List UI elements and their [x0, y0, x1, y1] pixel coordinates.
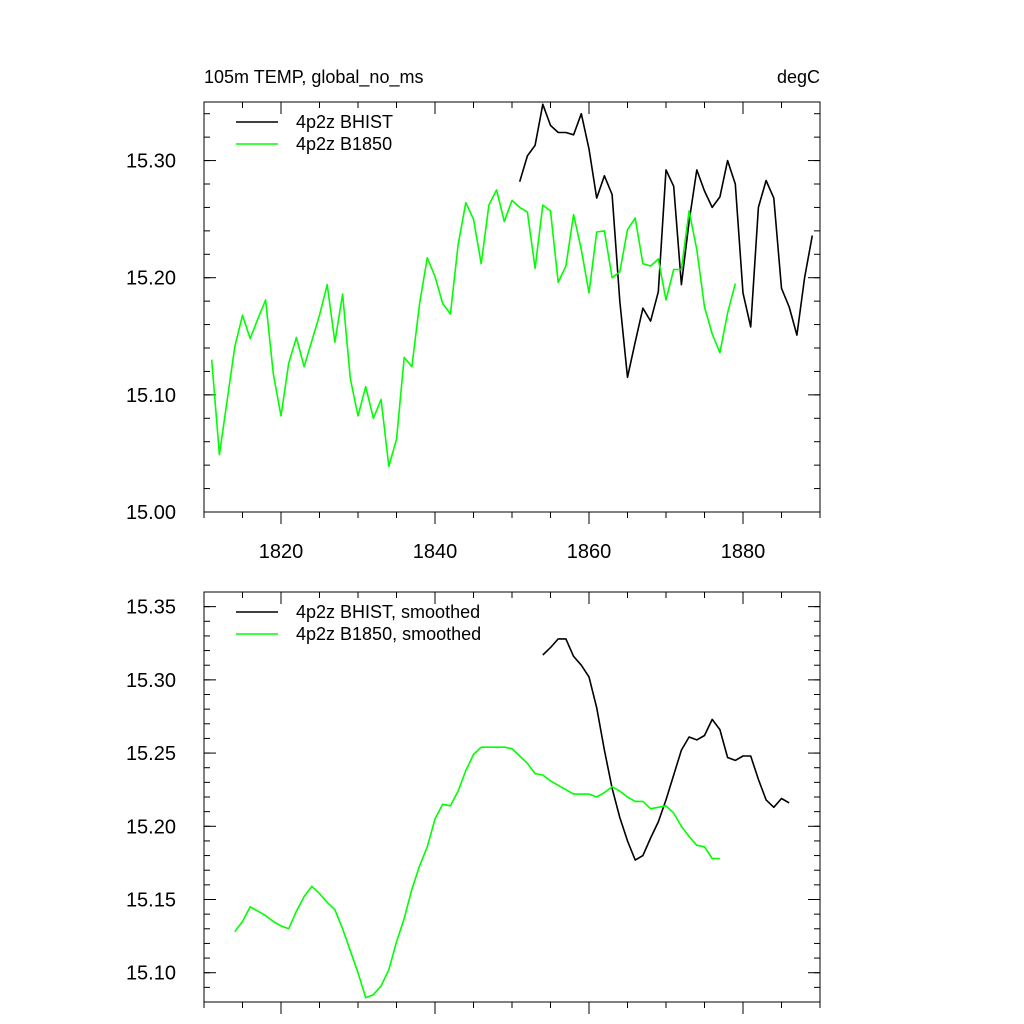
y-tick-label: 15.00 — [126, 502, 176, 524]
top-panel: 105m TEMP, global_no_ms degC 15.00 15.10 1… — [126, 67, 821, 563]
x-tick-label: 1860 — [567, 541, 612, 563]
x-tick-label: 1840 — [413, 541, 458, 563]
y-tick-label: 15.25 — [126, 743, 176, 765]
y-tick-label: 15.20 — [126, 268, 176, 290]
legend-label: 4p2z B1850, smoothed — [296, 624, 481, 644]
legend-label: 4p2z BHIST — [296, 112, 393, 132]
y-tick-label: 15.10 — [126, 385, 176, 407]
bottom-panel: 15.10 15.15 15.20 15.25 15.30 15.35 4p2z BHIST… — [126, 591, 821, 1014]
units-label: degC — [777, 67, 820, 87]
y-tick-label: 15.30 — [126, 151, 176, 173]
x-tick-label: 1820 — [259, 541, 304, 563]
y-tick-label: 15.15 — [126, 890, 176, 912]
series-line-bhist — [542, 638, 790, 861]
legend-label: 4p2z BHIST, smoothed — [296, 602, 480, 622]
chart-title: 105m TEMP, global_no_ms — [204, 67, 423, 88]
y-tick-label: 15.20 — [126, 816, 176, 838]
series-line-bhist — [518, 103, 814, 379]
x-tick-label: 1880 — [721, 541, 766, 563]
y-tick-label: 15.30 — [126, 670, 176, 692]
series-line-b1850 — [210, 189, 737, 468]
legend-label: 4p2z B1850 — [296, 134, 392, 154]
plot-frame — [203, 591, 821, 1003]
y-tick-label: 15.10 — [126, 963, 176, 985]
series-line-b1850 — [234, 746, 720, 999]
y-tick-label: 15.35 — [126, 597, 176, 619]
